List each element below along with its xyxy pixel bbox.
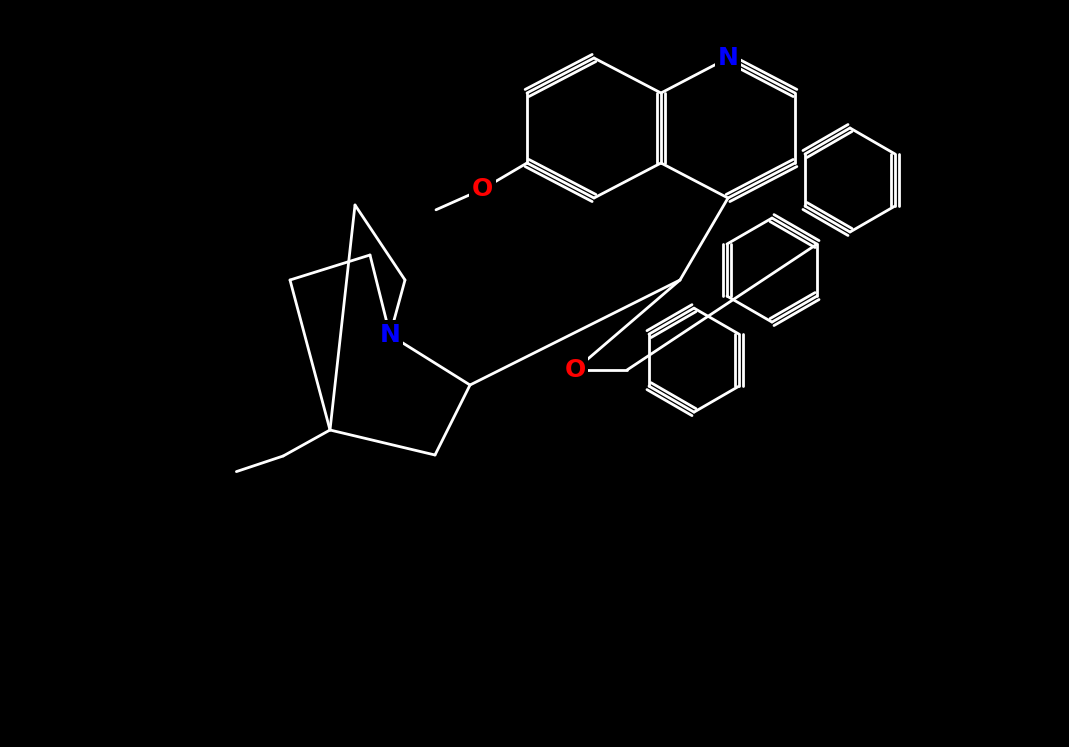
Text: N: N bbox=[717, 46, 739, 70]
Text: O: O bbox=[472, 177, 494, 201]
Text: O: O bbox=[564, 358, 586, 382]
Text: N: N bbox=[379, 323, 401, 347]
